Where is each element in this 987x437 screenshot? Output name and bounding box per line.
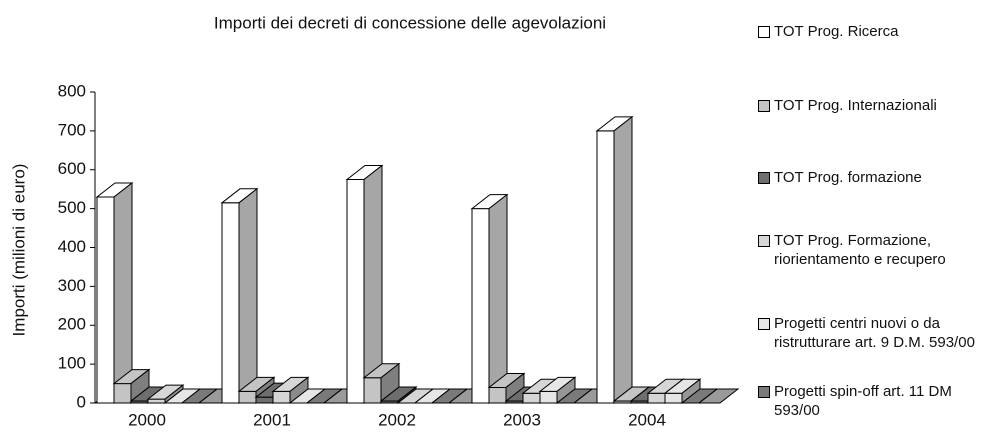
bar-side	[573, 388, 593, 404]
bar	[305, 388, 344, 404]
legend-swatch	[758, 318, 770, 330]
bar-side-shade	[239, 188, 257, 403]
y-tick-label: 0	[77, 392, 86, 411]
x-tick-label: 2000	[128, 410, 166, 429]
chart-title: Importi dei decreti di concessione delle…	[214, 13, 606, 32]
x-tick-label: 2001	[253, 410, 291, 429]
bar-front	[255, 396, 274, 404]
bar-front	[113, 383, 132, 404]
bar-front	[96, 196, 115, 404]
bar-side	[448, 388, 468, 404]
bar-front	[539, 390, 558, 404]
legend-item: TOT Prog. Ricerca	[758, 22, 984, 41]
legend-item: Progetti centri nuovi o da ristrutturare…	[758, 314, 984, 352]
y-tick-label: 700	[58, 120, 86, 139]
legend-label: Progetti spin-off art. 11 DM 593/00	[774, 383, 952, 419]
bar	[680, 388, 719, 404]
bar-side	[198, 388, 218, 404]
bar-front	[647, 392, 666, 404]
y-axis-label: Importi (milioni di euro)	[9, 164, 28, 337]
y-tick-label: 500	[58, 198, 86, 217]
bar	[362, 362, 401, 405]
bar-side-shade	[364, 165, 382, 403]
bar-side	[698, 388, 718, 404]
bar-front	[522, 392, 541, 404]
y-tick-label: 400	[58, 237, 86, 256]
bar-front	[147, 398, 166, 404]
legend-label: Progetti centri nuovi o da ristrutturare…	[774, 315, 975, 351]
y-tick-label: 200	[58, 315, 86, 334]
bar-side	[323, 388, 343, 404]
bar	[220, 187, 259, 405]
bar-side-shade	[506, 373, 524, 403]
y-tick-label: 800	[58, 81, 86, 100]
bar-side-shade	[381, 363, 399, 403]
bar	[95, 181, 134, 405]
bar-front	[346, 178, 365, 404]
legend-swatch	[758, 172, 770, 184]
bar-side-shade	[165, 385, 183, 403]
y-tick-label: 100	[58, 354, 86, 373]
legend-swatch	[758, 235, 770, 247]
bar	[595, 115, 634, 405]
bar-side-shade	[682, 379, 700, 403]
bar-front	[272, 390, 291, 404]
legend-item: TOT Prog. Internazionali	[758, 96, 984, 115]
legend: TOT Prog. Ricerca TOT Prog. Internazional…	[758, 0, 987, 437]
bar	[180, 388, 219, 404]
bar-side-shade	[489, 194, 507, 403]
y-tick-label: 300	[58, 276, 86, 295]
bar-side-shade	[131, 369, 149, 403]
y-tick-label: 600	[58, 159, 86, 178]
bar-front	[221, 202, 240, 404]
legend-swatch	[758, 26, 770, 38]
legend-label: TOT Prog. Ricerca	[774, 23, 899, 40]
bar-front	[596, 130, 615, 404]
legend-swatch	[758, 100, 770, 112]
bar	[538, 376, 577, 405]
legend-item: TOT Prog. Formazione, riorientamento e r…	[758, 231, 984, 269]
bar	[430, 388, 469, 404]
chart: Importi dei decreti di concessione delle…	[9, 13, 740, 429]
bar	[555, 388, 594, 404]
bar-front	[363, 377, 382, 404]
bar-front	[471, 208, 490, 404]
bar	[112, 368, 151, 405]
legend-label: TOT Prog. formazione	[774, 169, 922, 186]
bar-side-shade	[290, 377, 308, 403]
legend-swatch	[758, 386, 770, 398]
bar	[470, 193, 509, 405]
bar	[146, 384, 185, 405]
bar-front	[238, 390, 257, 404]
x-tick-label: 2002	[378, 410, 416, 429]
legend-label: TOT Prog. Internazionali	[774, 97, 937, 114]
legend-item: TOT Prog. formazione	[758, 168, 984, 187]
legend-label: TOT Prog. Formazione, riorientamento e r…	[774, 232, 946, 268]
bar-side-shade	[114, 182, 132, 403]
bar-front	[664, 392, 683, 404]
bar	[345, 164, 384, 405]
bar-front	[488, 386, 507, 404]
legend-item: Progetti spin-off art. 11 DM 593/00	[758, 382, 984, 420]
bar	[271, 376, 310, 405]
bar	[663, 378, 702, 405]
bar-side-shade	[614, 116, 632, 403]
x-tick-label: 2004	[628, 410, 666, 429]
x-tick-label: 2003	[503, 410, 541, 429]
bar-side-shade	[557, 377, 575, 403]
